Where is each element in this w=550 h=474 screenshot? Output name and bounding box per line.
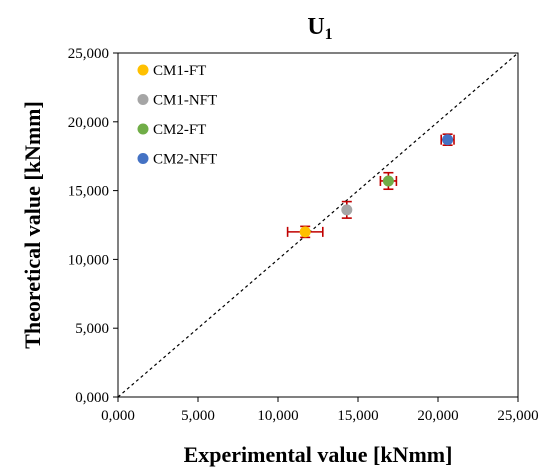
legend-label: CM2-FT xyxy=(153,122,206,138)
plot-area-frame xyxy=(117,52,519,398)
reference-line-y-equals-x xyxy=(117,52,519,398)
legend: CM1-FT CM1-NFT CM2-FT CM2-NFT xyxy=(137,63,217,168)
legend-item-cm2-ft: CM2-FT xyxy=(137,122,206,138)
legend-label: CM1-FT xyxy=(153,63,206,79)
data-point-cm1-ft xyxy=(286,225,324,239)
marker-cm2-nft xyxy=(442,134,454,146)
y-tick-label: 20,000 xyxy=(68,115,109,131)
marker-cm1-nft xyxy=(341,204,353,216)
y-tick-label: 25,000 xyxy=(68,46,109,62)
y-axis-title: Theoretical value [kNmm] xyxy=(20,101,45,349)
y-tick-label: 5,000 xyxy=(75,321,109,337)
x-axis: 0,000 5,000 10,000 15,000 20,000 25,000 xyxy=(101,397,539,424)
data-points xyxy=(286,133,455,239)
legend-marker xyxy=(137,153,149,164)
data-point-cm1-nft xyxy=(341,200,353,219)
chart-title-subscript: 1 xyxy=(325,26,333,43)
x-tick-label: 15,000 xyxy=(337,408,378,424)
legend-marker xyxy=(137,123,149,135)
y-tick-label: 0,000 xyxy=(75,390,109,406)
y-axis: 0,000 5,000 10,000 15,000 20,000 25,000 xyxy=(68,46,118,406)
x-tick-label: 25,000 xyxy=(497,408,538,424)
chart-title-main: U xyxy=(307,14,324,40)
legend-label: CM1-NFT xyxy=(153,93,217,109)
legend-item-cm1-ft: CM1-FT xyxy=(137,63,206,79)
x-tick-label: 5,000 xyxy=(181,408,215,424)
x-axis-title: Experimental value [kNmm] xyxy=(184,442,453,467)
x-tick-label: 0,000 xyxy=(101,408,135,424)
legend-marker xyxy=(137,64,149,76)
marker-cm1-ft xyxy=(299,226,311,238)
x-tick-label: 10,000 xyxy=(257,408,298,424)
legend-item-cm1-nft: CM1-NFT xyxy=(137,93,217,109)
legend-label: CM2-NFT xyxy=(153,152,217,168)
data-point-cm2-nft xyxy=(440,133,455,146)
x-tick-label: 20,000 xyxy=(417,408,458,424)
chart-title: U1 xyxy=(307,14,332,43)
legend-marker xyxy=(137,94,149,105)
legend-item-cm2-nft: CM2-NFT xyxy=(137,152,217,168)
data-point-cm2-ft xyxy=(379,171,398,191)
marker-cm2-ft xyxy=(382,175,394,187)
y-tick-label: 10,000 xyxy=(68,252,109,268)
y-tick-label: 15,000 xyxy=(68,184,109,200)
